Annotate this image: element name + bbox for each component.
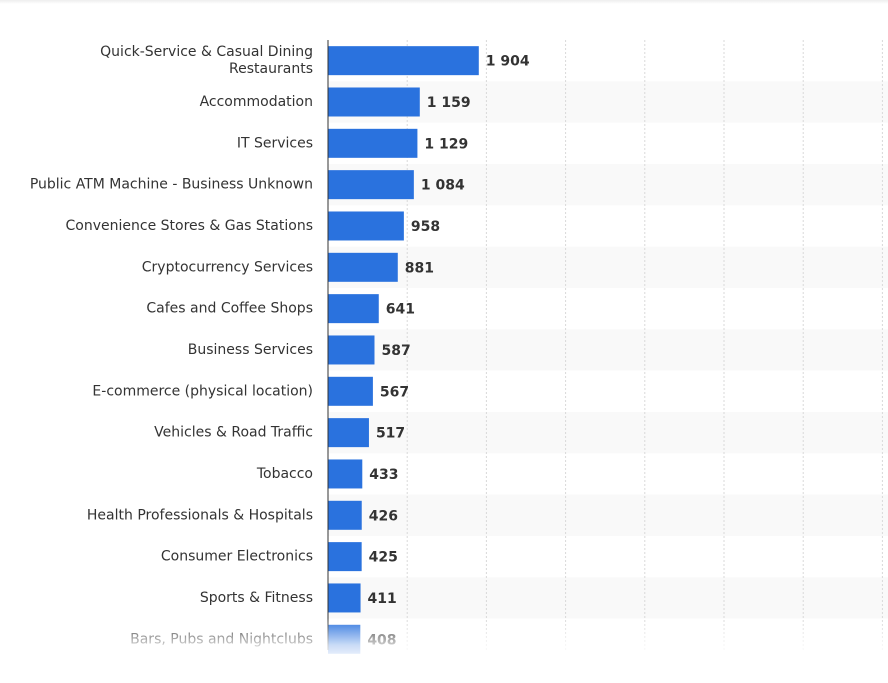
value-label: 641 bbox=[386, 302, 415, 318]
category-labels: Quick-Service & Casual Dining Restaurants… bbox=[30, 44, 313, 647]
category-label-line: Sports & Fitness bbox=[200, 590, 313, 606]
bar bbox=[328, 500, 362, 530]
value-label: 1 904 bbox=[486, 54, 530, 70]
category-label-line: Bars, Pubs and Nightclubs bbox=[130, 631, 313, 647]
category-label: Tobacco bbox=[256, 466, 313, 482]
category-label-line: Health Professionals & Hospitals bbox=[87, 507, 313, 523]
value-label: 411 bbox=[368, 591, 397, 607]
category-label-line: Accommodation bbox=[200, 94, 313, 110]
bar bbox=[328, 459, 363, 489]
category-label-line: Quick-Service & Casual Dining bbox=[100, 44, 313, 60]
category-label-line: Consumer Electronics bbox=[161, 549, 313, 565]
category-label: Quick-Service & Casual Dining Restaurants bbox=[100, 44, 313, 77]
category-label-line: Restaurants bbox=[229, 61, 313, 77]
category-label-line: Convenience Stores & Gas Stations bbox=[66, 218, 313, 234]
bar bbox=[328, 170, 414, 200]
value-label: 433 bbox=[369, 467, 398, 483]
category-label: Vehicles & Road Traffic bbox=[154, 425, 313, 441]
category-label: E-commerce (physical location) bbox=[92, 383, 313, 399]
category-label-line: Cryptocurrency Services bbox=[142, 259, 313, 275]
row-band bbox=[328, 577, 888, 619]
bar bbox=[328, 376, 373, 406]
row-band bbox=[328, 163, 888, 206]
category-label-line: IT Services bbox=[237, 135, 313, 151]
category-label: Cafes and Coffee Shops bbox=[146, 301, 313, 317]
category-label: Public ATM Machine - Business Unknown bbox=[30, 177, 313, 193]
value-label: 517 bbox=[376, 426, 405, 442]
bar bbox=[328, 418, 369, 448]
value-label: 1 129 bbox=[424, 136, 468, 152]
value-label: 1 159 bbox=[427, 95, 471, 111]
category-label-line: Cafes and Coffee Shops bbox=[146, 301, 313, 317]
category-label: Bars, Pubs and Nightclubs bbox=[130, 631, 313, 647]
category-label: Sports & Fitness bbox=[200, 590, 313, 606]
value-label: 881 bbox=[405, 260, 434, 276]
category-label: IT Services bbox=[237, 135, 313, 151]
value-labels: 1 904 1 159 1 129 1 084 958 881 641 587 567 517 43… bbox=[367, 54, 530, 649]
bar bbox=[328, 335, 375, 365]
value-label: 958 bbox=[411, 219, 440, 235]
bar bbox=[328, 294, 379, 324]
category-label: Business Services bbox=[188, 342, 313, 358]
bar bbox=[328, 87, 420, 117]
value-label: 425 bbox=[369, 550, 398, 566]
category-label: Cryptocurrency Services bbox=[142, 259, 313, 275]
top-divider bbox=[0, 0, 888, 4]
category-label-line: Vehicles & Road Traffic bbox=[154, 425, 313, 441]
category-label-line: Public ATM Machine - Business Unknown bbox=[30, 177, 313, 193]
bar bbox=[328, 128, 418, 158]
category-label: Health Professionals & Hospitals bbox=[87, 507, 313, 523]
value-label: 408 bbox=[367, 632, 396, 648]
bar bbox=[328, 583, 361, 613]
category-label-line: E-commerce (physical location) bbox=[92, 383, 313, 399]
value-label: 587 bbox=[381, 343, 410, 359]
row-bands bbox=[328, 81, 888, 619]
value-label: 1 084 bbox=[421, 178, 465, 194]
row-band bbox=[328, 494, 888, 536]
row-band bbox=[328, 81, 888, 123]
gridlines bbox=[406, 40, 883, 650]
value-label: 567 bbox=[380, 384, 409, 400]
bar bbox=[328, 252, 398, 282]
category-label-line: Tobacco bbox=[256, 466, 313, 482]
bar bbox=[328, 542, 362, 572]
category-label: Consumer Electronics bbox=[161, 549, 313, 565]
row-band bbox=[328, 411, 888, 454]
row-band bbox=[328, 329, 888, 371]
bar bbox=[328, 46, 479, 76]
value-label: 426 bbox=[369, 508, 398, 524]
row-band bbox=[328, 246, 888, 288]
category-label: Convenience Stores & Gas Stations bbox=[66, 218, 313, 234]
bar bbox=[328, 624, 361, 654]
category-label: Accommodation bbox=[200, 94, 313, 110]
category-label-line: Business Services bbox=[188, 342, 313, 358]
bar bbox=[328, 211, 404, 241]
